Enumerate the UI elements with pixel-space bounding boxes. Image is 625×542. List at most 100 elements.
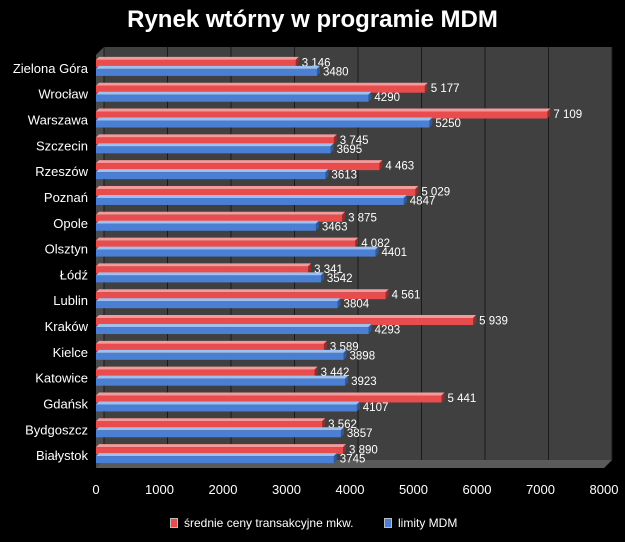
category-label: Wrocław <box>38 87 88 102</box>
data-label: 3695 <box>337 144 363 156</box>
bar-red <box>96 111 548 119</box>
bar-blue <box>96 430 341 438</box>
bar-red-top <box>96 444 347 448</box>
bar-red-end <box>473 315 477 326</box>
bar-red-top <box>96 263 312 267</box>
category-label: Zielona Góra <box>13 61 89 76</box>
legend-label-series-2: limity MDM <box>398 516 458 530</box>
bar-blue <box>96 197 404 205</box>
bar-blue-top <box>96 65 320 69</box>
bar-blue-end <box>356 401 360 412</box>
bar-red-top <box>96 289 389 293</box>
bar-red-end <box>314 366 318 377</box>
bar-red-end <box>342 211 346 222</box>
bar-red-top <box>96 82 428 86</box>
bar-red <box>96 85 425 93</box>
data-label: 3 875 <box>348 212 377 224</box>
bar-red-end <box>355 237 359 248</box>
x-tick-label: 6000 <box>463 482 492 497</box>
bar-blue <box>96 146 331 154</box>
bar-red-top <box>96 185 419 189</box>
data-label: 4 463 <box>385 161 414 173</box>
bar-red <box>96 137 334 145</box>
bar-red-top <box>96 340 327 344</box>
category-label: Katowice <box>35 371 88 386</box>
bar-red <box>96 343 324 351</box>
bar-red-end <box>295 56 299 67</box>
category-label: Lublin <box>53 293 88 308</box>
bar-red-end <box>385 289 389 300</box>
x-tick-label: 7000 <box>526 482 555 497</box>
bar-red <box>96 266 309 274</box>
data-label: 3542 <box>327 273 353 285</box>
category-label: Rzeszów <box>35 164 88 179</box>
bar-red-end <box>322 418 326 429</box>
category-label: Szczecin <box>36 138 88 153</box>
data-label: 3898 <box>350 350 376 362</box>
bar-blue-end <box>340 427 344 438</box>
legend-swatch-blue <box>384 518 392 528</box>
bar-red-top <box>96 134 337 138</box>
bar-blue <box>96 378 346 386</box>
bar-blue-top <box>96 91 372 95</box>
chart-title: Rynek wtórny w programie MDM <box>127 6 498 33</box>
bar-blue-end <box>337 298 341 309</box>
data-label: 4293 <box>375 325 401 337</box>
data-label: 5 939 <box>479 316 508 328</box>
data-label: 4847 <box>410 195 436 207</box>
bar-red <box>96 292 386 300</box>
data-label: 5250 <box>435 118 461 130</box>
category-label: Łódź <box>60 267 88 282</box>
data-label: 3857 <box>347 428 373 440</box>
bar-red <box>96 421 323 429</box>
bar-blue <box>96 68 317 76</box>
bar-blue <box>96 327 369 335</box>
bar-red-top <box>96 211 346 215</box>
bar-blue <box>96 352 344 360</box>
bar-red-top <box>96 108 551 112</box>
x-tick-label: 1000 <box>145 482 174 497</box>
bar-red-end <box>415 185 419 196</box>
bar-blue-top <box>96 324 372 328</box>
category-label: Kraków <box>45 319 89 334</box>
data-label: 3 890 <box>349 445 378 457</box>
category-label: Białystok <box>36 448 89 463</box>
bar-blue-end <box>429 117 433 128</box>
bar-blue-top <box>96 298 341 302</box>
bar-blue <box>96 172 326 180</box>
bar-blue-end <box>325 169 329 180</box>
x-tick-label: 5000 <box>399 482 428 497</box>
bar-blue-end <box>330 143 334 154</box>
bar-blue-end <box>315 220 319 231</box>
legend-swatch-red <box>170 518 178 528</box>
category-label: Warszawa <box>28 113 89 128</box>
data-label: 3 745 <box>340 135 369 147</box>
category-label: Opole <box>53 216 88 231</box>
bar-red-top <box>96 56 299 60</box>
bar-red-end <box>323 340 327 351</box>
bar-blue <box>96 456 334 464</box>
bar-blue-top <box>96 194 407 198</box>
legend-item-series-1: średnie ceny transakcyjne mkw. <box>170 516 353 530</box>
bar-blue-end <box>316 65 320 76</box>
data-label: 4107 <box>363 402 389 414</box>
bar-red-end <box>333 134 337 145</box>
data-label: 3804 <box>344 299 370 311</box>
bar-blue-end <box>403 194 407 205</box>
bar-blue <box>96 223 316 231</box>
data-label: 7 109 <box>553 109 582 121</box>
bar-blue-end <box>368 324 372 335</box>
bar-blue-top <box>96 401 360 405</box>
legend: średnie ceny transakcyjne mkw. limity MD… <box>0 512 625 534</box>
category-label: Olsztyn <box>45 242 88 257</box>
data-label: 4290 <box>374 92 400 104</box>
bar-red <box>96 369 315 377</box>
bar-red <box>96 240 356 248</box>
bar-blue <box>96 404 357 412</box>
bar-red-top <box>96 392 445 396</box>
bar-blue-top <box>96 143 334 147</box>
bar-blue <box>96 275 321 283</box>
bar-red <box>96 163 380 171</box>
bar-blue-top <box>96 220 319 224</box>
